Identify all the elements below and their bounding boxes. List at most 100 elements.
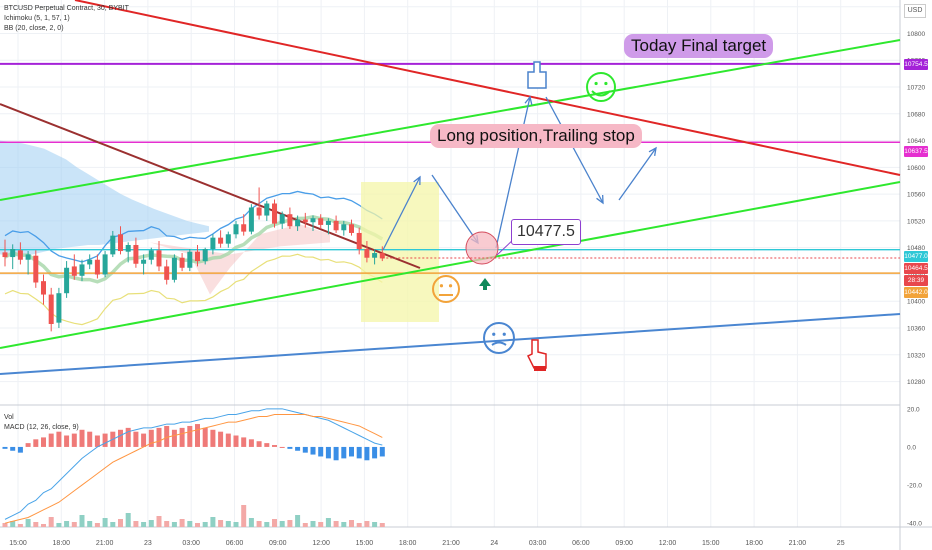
volume-bar [318,522,324,527]
bollinger-upper [4,190,383,263]
candle-body [325,220,331,225]
x-tick-label: 15:00 [9,540,27,547]
macd-histogram-bar [71,433,77,447]
price-box-callout: 10477.5 [511,219,581,245]
face-eye [502,332,506,336]
chart-legend: BTCUSD Perpetual Contract, 30, BYBIT Ich… [4,4,129,34]
volume-bar [272,519,277,527]
macd-histogram-bar [33,439,39,447]
candle-body [241,224,247,232]
macd-histogram-bar [64,435,70,447]
macd-histogram-bar [202,427,208,447]
candle-body [79,264,85,276]
macd-histogram-bar [17,446,23,453]
candle-body [349,224,354,233]
macd-histogram-bar [125,427,131,447]
face-mouth [491,341,507,346]
candle-body [64,267,70,294]
volume-bar [349,520,354,527]
candle-body [356,232,362,250]
macd-histogram-bar [379,446,385,457]
candle-body [248,207,254,232]
volume-bar [148,520,154,527]
arrow-head [524,95,533,105]
candle-body [264,203,270,216]
entry-circle [465,231,499,265]
candle-body [87,259,93,265]
volume-bar [225,521,231,527]
volume-bar [210,517,216,527]
macd-histogram-bar [195,424,200,447]
y-tick-label: 10320 [907,352,925,359]
projection-arrow [545,96,604,204]
green-channel-lower [0,181,901,349]
y-tick-label: 10720 [907,85,925,92]
candle-body [364,249,370,258]
macd-tick-label: -40.0 [907,521,922,528]
macd-histogram-bar [302,446,308,453]
macd-histogram-bar [102,433,108,447]
macd-histogram-bar [295,446,301,451]
y-tick-label: 10600 [907,165,925,172]
macd-histogram-bar [349,446,354,457]
x-tick-label: 15:00 [356,540,374,547]
candle-body [148,250,154,260]
candle-body [118,234,123,252]
sad-face-icon [483,322,515,354]
candle-body [279,214,285,224]
candle-body [379,253,385,259]
candle-body [110,235,116,255]
x-tick-label: 06:00 [572,540,590,547]
candle-body [287,214,293,227]
volume-bar [256,521,262,527]
macd-histogram-bar [279,446,285,448]
neutral-face-icon [432,275,460,303]
macd-histogram-bar [310,446,316,455]
bb-legend[interactable]: BB (20, close, 2, 0) [4,25,64,32]
macd-legend[interactable]: MACD (12, 26, close, 9) [4,424,79,431]
macd-histogram-bar [10,446,16,451]
macd-histogram-bar [118,429,123,447]
candle-body [48,294,54,324]
green-channel-upper [0,39,901,201]
volume-bar [364,521,370,527]
candle-body [310,218,316,223]
volume-bar [248,518,254,527]
candle-body [125,245,131,252]
up-arrow-marker [479,278,491,290]
macd-histogram-bar [233,435,239,447]
candle-body [333,220,339,231]
x-tick-label: 21:00 [789,540,807,547]
macd-histogram-bar [156,427,162,447]
projection-arrow [495,96,531,249]
macd-histogram-bar [372,446,378,459]
volume-bar [79,515,85,527]
ichimoku-legend[interactable]: Ichimoku (5, 1, 57, 1) [4,15,70,22]
volume-bar [333,521,339,527]
volume-bar [25,519,31,527]
volume-bar [171,522,177,527]
macd-histogram-bar [248,439,254,447]
x-tick-label: 03:00 [182,540,200,547]
currency-label[interactable]: USD [904,4,926,18]
volume-bar [202,522,208,527]
macd-histogram-bar [264,443,270,447]
projection-arrow [618,147,657,201]
macd-histogram-bar [56,431,62,447]
candle-body [133,245,139,264]
candle-body [41,281,46,295]
volume-bar [118,519,123,527]
happy-face-icon [586,72,616,102]
y-tick-label: 10480 [907,245,925,252]
price-label-10637: 10637.5 [904,146,928,157]
macd-histogram-bar [48,433,54,447]
ichimoku-cloud-bearish [150,224,330,295]
x-tick-label: 24 [490,540,498,547]
arrow-head [648,146,657,156]
symbol-legend[interactable]: BTCUSD Perpetual Contract, 30, BYBIT [4,5,129,12]
bollinger-lower [4,253,383,326]
vol-legend[interactable]: Vol [4,414,14,421]
blue-trend-line [0,313,901,375]
price-label-countdown: 28:39 [904,275,928,286]
